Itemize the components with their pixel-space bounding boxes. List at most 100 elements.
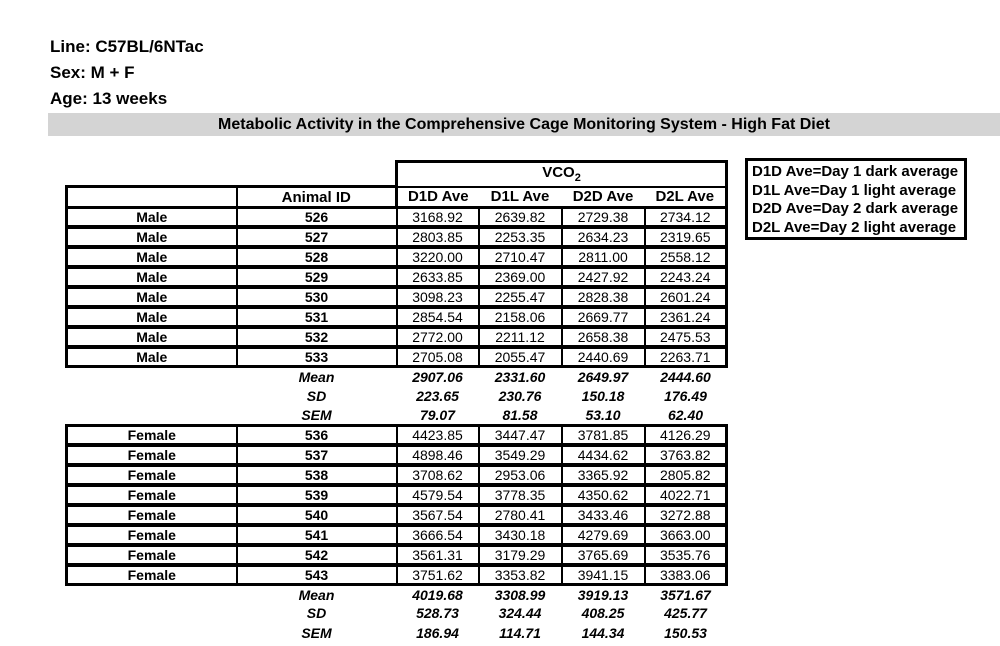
table-row: Female 542 3561.31 3179.29 3765.69 3535.76 — [65, 542, 729, 567]
stat-label: SD — [306, 605, 327, 622]
value-cell: 2705.08 — [395, 345, 480, 368]
table-row: Female 536 4423.85 3447.47 3781.85 4126.29 — [65, 423, 729, 447]
stats-spacer-cell — [67, 623, 237, 643]
stat-value: 2649.97 — [577, 369, 629, 385]
table-row: Male 526 3168.92 2639.82 2729.38 2734.12 — [65, 206, 729, 229]
sex-cell: Female — [65, 462, 238, 487]
sex-cell: Male — [65, 325, 238, 349]
sex-cell: Female — [65, 423, 238, 447]
stats-row: Mean 2907.06 2331.60 2649.97 2444.60 — [67, 367, 727, 387]
column-header-d2d-ave: D2D Ave — [561, 185, 645, 209]
value-cell: 3561.31 — [395, 542, 480, 567]
value-cell: 2772.00 — [395, 325, 480, 349]
value-cell: 3430.18 — [477, 522, 563, 547]
stat-value: 186.94 — [416, 624, 459, 641]
page-title: Metabolic Activity in the Comprehensive … — [218, 115, 830, 133]
value-cell: 2633.85 — [395, 265, 480, 289]
animal-id-cell: 538 — [235, 462, 398, 487]
value-cell: 3763.82 — [643, 442, 729, 467]
value-cell: 3220.00 — [395, 245, 480, 269]
value-cell: 3433.46 — [560, 502, 646, 527]
sex-cell: Female — [65, 442, 238, 467]
stats-row: SEM 79.07 81.58 53.10 62.40 — [67, 406, 727, 426]
value-cell: 2729.38 — [560, 206, 646, 229]
value-cell: 3098.23 — [395, 285, 480, 309]
sex-cell: Female — [65, 522, 238, 547]
stat-value: 2444.60 — [660, 369, 711, 385]
stat-value: 3919.13 — [577, 586, 629, 603]
value-cell: 2558.12 — [643, 245, 729, 269]
value-cell: 3383.06 — [643, 562, 729, 586]
value-cell: 2811.00 — [560, 245, 646, 269]
animal-id-cell: 543 — [235, 562, 398, 586]
value-cell: 2803.85 — [395, 225, 480, 249]
stat-value: 3308.99 — [494, 586, 546, 603]
animal-id-cell: 541 — [235, 522, 398, 547]
value-cell: 4579.54 — [395, 482, 480, 507]
stats-spacer-cell — [67, 584, 237, 604]
value-cell: 2669.77 — [560, 305, 646, 329]
age-label: Age: 13 weeks — [50, 89, 168, 108]
table-row: Male 532 2772.00 2211.12 2658.38 2475.53 — [65, 325, 729, 349]
legend-item-d1l: D1L Ave=Day 1 light average — [752, 181, 957, 199]
stat-value: 4019.68 — [412, 586, 463, 603]
stat-label: SEM — [301, 624, 332, 641]
table-row: Male 531 2854.54 2158.06 2669.77 2361.24 — [65, 305, 729, 329]
value-cell: 2369.00 — [477, 265, 563, 289]
animal-id-cell: 528 — [235, 245, 398, 269]
column-header-d2l-ave: D2L Ave — [644, 185, 729, 209]
stats-spacer-cell — [67, 604, 237, 624]
value-cell: 3365.92 — [560, 462, 646, 487]
animal-id-cell: 527 — [235, 225, 398, 249]
animal-id-cell: 537 — [235, 442, 398, 467]
table-row: Female 543 3751.62 3353.82 3941.15 3383.06 — [65, 562, 729, 586]
stat-label: SEM — [301, 406, 332, 423]
male-stats-block: Mean 2907.06 2331.60 2649.97 2444.60 SD 223.65… — [67, 367, 727, 426]
sex-cell: Male — [65, 245, 238, 269]
sex-cell: Male — [65, 206, 238, 229]
value-cell: 3179.29 — [477, 542, 563, 567]
value-cell: 2854.54 — [395, 305, 480, 329]
animal-id-header: Animal ID — [236, 185, 398, 209]
value-cell: 3778.35 — [477, 482, 563, 507]
sex-cell: Male — [65, 265, 238, 289]
value-cell: 3353.82 — [477, 562, 563, 586]
sex-cell: Male — [65, 285, 238, 309]
value-cell: 2055.47 — [477, 345, 563, 368]
stats-row: SD 528.73 324.44 408.25 425.77 — [67, 604, 727, 624]
value-cell: 2639.82 — [477, 206, 563, 229]
title-banner: Metabolic Activity in the Comprehensive … — [48, 113, 1000, 136]
value-cell: 2361.24 — [643, 305, 729, 329]
value-cell: 2440.69 — [560, 345, 646, 368]
value-cell: 3567.54 — [395, 502, 480, 527]
stat-value: 81.58 — [502, 406, 538, 423]
value-cell: 2710.47 — [477, 245, 563, 269]
animal-id-cell: 526 — [235, 206, 398, 229]
table-row: Female 537 4898.46 3549.29 4434.62 3763.82 — [65, 442, 729, 467]
vco2-subscript: 2 — [574, 172, 581, 185]
animal-id-cell: 539 — [235, 482, 398, 507]
value-cell: 2734.12 — [643, 206, 729, 229]
sex-cell: Female — [65, 542, 238, 567]
table-row: Male 533 2705.08 2055.47 2440.69 2263.71 — [65, 345, 729, 368]
stat-value: 150.18 — [581, 387, 625, 404]
value-cell: 4423.85 — [395, 423, 480, 447]
table-row: Female 538 3708.62 2953.06 3365.92 2805.82 — [65, 462, 729, 487]
stats-spacer-cell — [67, 406, 237, 426]
value-cell: 3447.47 — [477, 423, 563, 447]
animal-id-cell: 542 — [235, 542, 398, 567]
sex-cell: Male — [65, 225, 238, 249]
value-cell: 2953.06 — [477, 462, 563, 487]
column-header-d1l-ave: D1L Ave — [478, 185, 562, 209]
sex-cell: Male — [65, 345, 238, 368]
value-cell: 3751.62 — [395, 562, 480, 586]
stat-value: 144.34 — [581, 624, 625, 641]
legend-box: D1D Ave=Day 1 dark average D1L Ave=Day 1… — [745, 158, 967, 240]
value-cell: 2475.53 — [643, 325, 729, 349]
value-cell: 2427.92 — [560, 265, 646, 289]
value-cell: 3663.00 — [643, 522, 729, 547]
table-row: Female 541 3666.54 3430.18 4279.69 3663.00 — [65, 522, 729, 547]
value-cell: 4126.29 — [643, 423, 729, 447]
stat-value: 176.49 — [664, 387, 707, 404]
